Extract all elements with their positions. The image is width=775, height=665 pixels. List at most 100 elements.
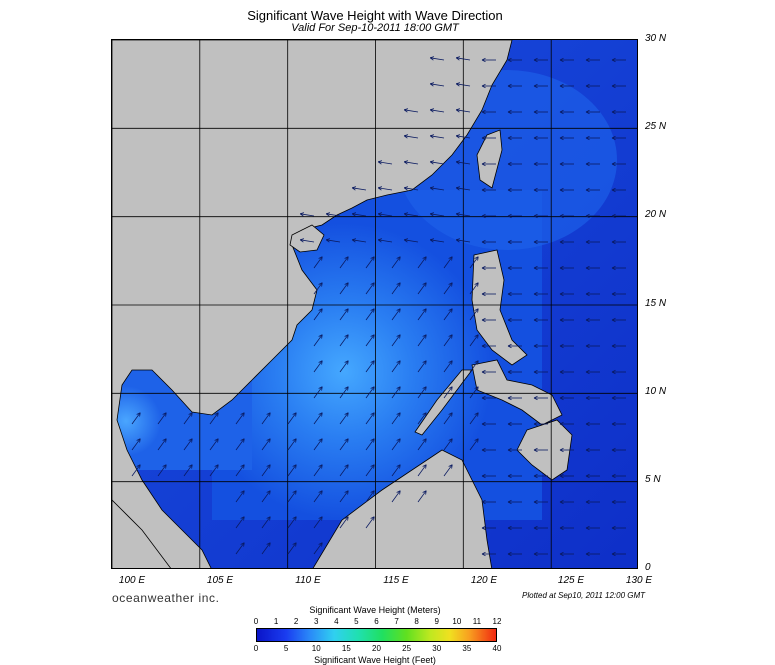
wave-arrow-head xyxy=(481,395,486,401)
wave-arrow-head xyxy=(214,438,219,443)
wave-arrow-head xyxy=(292,438,297,443)
wave-arrow-head xyxy=(455,212,461,217)
wave-arrow-head xyxy=(429,56,435,61)
sumatra-edge xyxy=(112,499,171,568)
wave-arrow-head xyxy=(266,542,271,547)
wave-arrow-head xyxy=(559,473,564,479)
wave-arrow-head xyxy=(533,525,538,531)
wave-arrow-head xyxy=(533,447,538,453)
wave-arrow-head xyxy=(585,57,590,63)
wave-arrow-head xyxy=(403,108,409,113)
wave-arrow xyxy=(157,438,167,451)
wave-arrow-head xyxy=(240,412,245,417)
wave-arrow-head xyxy=(533,213,538,219)
wave-arrow-head xyxy=(507,239,512,245)
wave-arrow-head xyxy=(559,161,564,167)
chart-subtitle: Valid For Sep-10-2011 18:00 GMT xyxy=(291,22,459,34)
wave-arrow-head xyxy=(585,213,590,219)
wave-arrow xyxy=(404,239,419,243)
wave-arrow-head xyxy=(481,135,486,141)
wave-arrow-head xyxy=(422,308,427,313)
wave-arrow xyxy=(378,187,393,191)
wave-arrow-head xyxy=(533,369,538,375)
wave-arrow xyxy=(365,282,375,295)
wave-arrow xyxy=(469,360,479,373)
wave-arrow xyxy=(365,464,375,477)
wave-arrow xyxy=(417,334,427,347)
wave-arrow xyxy=(469,308,479,321)
wave-arrow-head xyxy=(559,109,564,115)
wave-arrow xyxy=(391,334,401,347)
wave-arrow xyxy=(391,412,401,425)
wave-arrow xyxy=(430,161,445,165)
wave-arrow-head xyxy=(611,343,616,349)
wave-arrow-head xyxy=(481,187,486,193)
wave-arrow xyxy=(261,516,271,529)
colorbar xyxy=(256,628,497,642)
wave-arrow xyxy=(157,464,167,477)
wave-arrow-head xyxy=(507,369,512,375)
lat-label-20n: 20 N xyxy=(645,209,667,220)
wave-arrow-head xyxy=(299,238,305,243)
wave-arrow xyxy=(313,542,323,555)
lat-label-10n: 10 N xyxy=(645,386,667,397)
wave-arrow xyxy=(365,334,375,347)
wave-arrow-head xyxy=(481,447,486,453)
wave-arrow-head xyxy=(507,551,512,557)
wave-arrow-head xyxy=(559,525,564,531)
wave-arrow-head xyxy=(377,160,383,165)
borneo-island xyxy=(312,449,493,568)
wave-arrow-head xyxy=(266,438,271,443)
wave-arrow-head xyxy=(370,308,375,313)
wave-arrow xyxy=(417,438,427,451)
wave-map[interactable] xyxy=(111,39,638,569)
colorbar-feet-tick-5: 25 xyxy=(402,644,412,653)
wave-arrow-head xyxy=(559,551,564,557)
wave-arrow-head xyxy=(585,161,590,167)
lon-label-115e: 115 E xyxy=(383,575,409,586)
wave-arrow-head xyxy=(611,83,616,89)
wave-arrow-head xyxy=(162,412,167,417)
wave-arrow xyxy=(378,239,393,243)
wave-arrow-head xyxy=(344,282,349,287)
wave-arrow-head xyxy=(559,317,564,323)
wave-arrow xyxy=(443,334,453,347)
wave-arrow xyxy=(404,187,419,191)
wave-arrow-head xyxy=(344,256,349,261)
lat-label-30n: 30 N xyxy=(645,33,667,44)
wave-arrow-head xyxy=(559,135,564,141)
map-canvas xyxy=(112,40,637,568)
wave-arrow-head xyxy=(136,464,141,469)
wave-arrow-head xyxy=(136,438,141,443)
wave-arrow xyxy=(300,239,315,243)
wave-arrow-head xyxy=(240,516,245,521)
wave-arrow xyxy=(235,464,245,477)
wave-arrow-head xyxy=(559,395,564,401)
wave-arrow-head xyxy=(611,187,616,193)
wave-arrow xyxy=(365,490,375,503)
wave-arrow xyxy=(469,256,479,269)
wave-arrow xyxy=(430,109,445,113)
wave-arrow-head xyxy=(474,386,479,391)
colorbar-feet-tick-1: 5 xyxy=(283,644,289,653)
wave-arrow-head xyxy=(318,282,323,287)
wave-arrow-head xyxy=(533,57,538,63)
colorbar-meters-tick-9: 9 xyxy=(434,617,439,626)
wave-arrow xyxy=(261,542,271,555)
wave-arrow-head xyxy=(344,438,349,443)
lat-label-25n: 25 N xyxy=(645,121,667,132)
wave-arrow xyxy=(183,464,193,477)
wave-arrow xyxy=(131,464,141,477)
wave-arrow-head xyxy=(559,265,564,271)
wave-arrow xyxy=(469,438,479,451)
wave-arrow-head xyxy=(611,317,616,323)
wave-arrow-head xyxy=(396,360,401,365)
wave-arrow xyxy=(352,213,367,217)
land-layer xyxy=(112,40,573,568)
wave-arrow-head xyxy=(455,134,461,139)
wave-arrow-head xyxy=(611,161,616,167)
wave-arrow-head xyxy=(318,542,323,547)
wave-arrow-head xyxy=(292,412,297,417)
wave-arrow-head xyxy=(422,490,427,495)
wave-arrow-head xyxy=(585,135,590,141)
